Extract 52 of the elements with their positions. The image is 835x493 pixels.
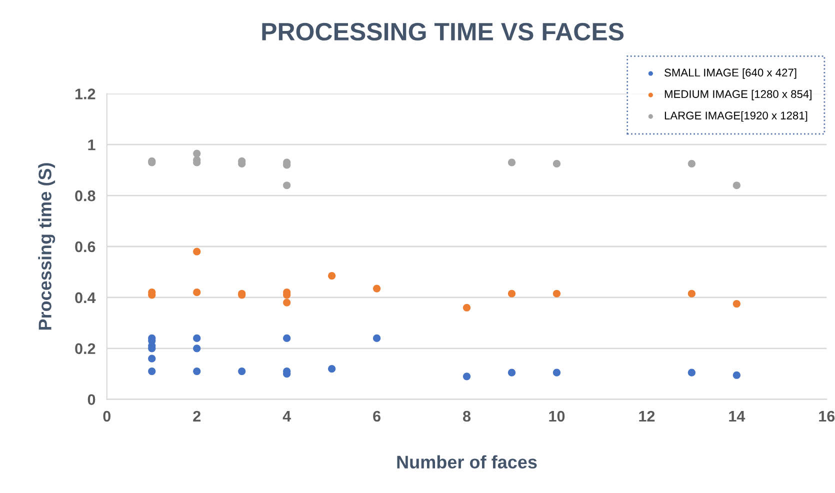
point <box>283 298 291 306</box>
point <box>508 368 516 376</box>
point <box>688 160 696 168</box>
point <box>193 344 201 352</box>
point <box>238 368 246 376</box>
y-axis-title: Processing time (S) <box>38 163 56 330</box>
x-tick-label: 2 <box>193 410 200 422</box>
y-tick-label: 0.6 <box>75 241 96 252</box>
x-axis-title: Number of faces <box>397 455 537 468</box>
point <box>508 158 516 166</box>
legend-label: LARGE IMAGE[1920 x 1281] <box>664 111 808 122</box>
y-tick-label: 0.2 <box>75 343 96 354</box>
point <box>193 334 201 342</box>
point <box>732 371 740 379</box>
x-tick-label: 10 <box>549 410 565 422</box>
y-tick-label: 1.2 <box>75 88 96 100</box>
point <box>688 368 696 376</box>
point <box>372 284 381 292</box>
x-tick-label: 8 <box>463 410 471 422</box>
x-tick-label: 6 <box>373 410 380 422</box>
point <box>688 290 696 298</box>
point <box>552 160 561 168</box>
y-tick-label: 0.8 <box>75 190 96 202</box>
point <box>193 248 201 256</box>
x-tick-label: 4 <box>282 411 291 422</box>
point <box>372 334 381 342</box>
x-tick-label: 16 <box>819 410 835 422</box>
y-tick-label: 1 <box>88 140 96 150</box>
point <box>148 368 156 376</box>
point <box>193 368 201 376</box>
point <box>732 300 740 308</box>
point <box>148 354 156 362</box>
point <box>552 290 561 298</box>
point <box>283 334 291 342</box>
x-tick-label: 12 <box>639 410 655 422</box>
y-tick-label: 0.4 <box>75 292 96 304</box>
point <box>508 290 516 298</box>
point <box>462 372 471 380</box>
y-tick-label: 0 <box>88 394 96 406</box>
x-tick-label: 14 <box>729 411 746 422</box>
point <box>193 150 201 158</box>
x-tick-label: 0 <box>103 410 110 422</box>
point <box>193 288 201 296</box>
point <box>462 304 471 312</box>
legend-label: SMALL IMAGE [640 x 427] <box>664 68 796 79</box>
point <box>552 368 561 376</box>
point <box>328 272 336 280</box>
point <box>328 364 336 373</box>
point <box>732 182 740 190</box>
point <box>283 182 291 190</box>
legend-label: MEDIUM IMAGE [1280 x 854] <box>664 90 812 100</box>
chart-title: PROCESSING TIME VS FACES <box>262 22 624 41</box>
